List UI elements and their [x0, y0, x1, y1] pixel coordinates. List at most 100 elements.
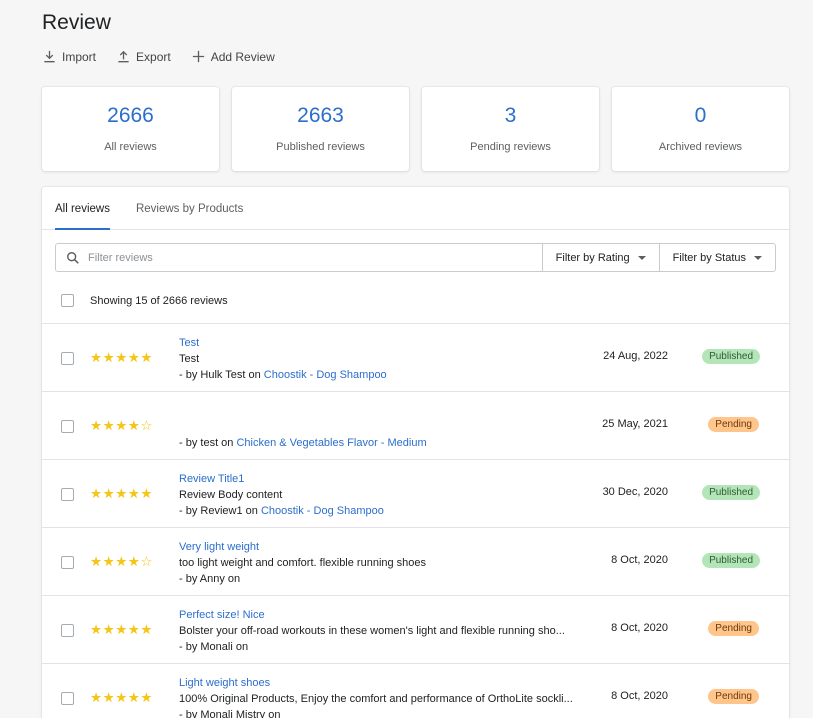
product-link[interactable]: Choostik - Dog Shampoo: [260, 505, 384, 517]
review-row[interactable]: ★★★★★ Test Test - by Hulk Test on Choost…: [42, 323, 789, 391]
stat-published-reviews[interactable]: 2663 Published reviews: [232, 87, 409, 171]
list-header: Showing 15 of 2666 reviews: [61, 294, 228, 307]
select-all-checkbox[interactable]: [61, 294, 74, 307]
star-rating: ★★★★☆: [90, 418, 154, 433]
status-badge: Published: [702, 349, 760, 364]
review-content: Light weight shoes 100% Original Product…: [179, 675, 579, 718]
status-badge: Pending: [708, 689, 759, 704]
filter-by-rating-button[interactable]: Filter by Rating: [541, 244, 659, 271]
status-badge: Published: [702, 553, 760, 568]
add-review-button[interactable]: Add Review: [191, 49, 275, 64]
review-meta: - by Monali Mistry on: [179, 707, 579, 718]
review-body: Review Body content: [179, 489, 283, 501]
row-checkbox[interactable]: [61, 420, 74, 433]
review-date: 30 Dec, 2020: [602, 486, 668, 498]
review-date: 8 Oct, 2020: [611, 554, 668, 566]
review-title-link[interactable]: Test: [179, 337, 200, 349]
review-content: Review Title1 Review Body content - by R…: [179, 471, 579, 519]
star-rating: ★★★★★: [90, 486, 154, 501]
stat-archived-reviews[interactable]: 0 Archived reviews: [612, 87, 789, 171]
review-meta: - by Review1 on Choostik - Dog Shampoo: [179, 503, 579, 519]
reviews-card: All reviews Reviews by Products Filter b…: [42, 187, 789, 718]
row-checkbox[interactable]: [61, 624, 74, 637]
stat-pending-reviews[interactable]: 3 Pending reviews: [422, 87, 599, 171]
stat-all-reviews[interactable]: 2666 All reviews: [42, 87, 219, 171]
review-author: - by Hulk Test on: [179, 369, 264, 381]
star-rating: ★★★★☆: [90, 554, 154, 569]
review-content: Perfect size! Nice Bolster your off-road…: [179, 607, 579, 655]
showing-count: Showing 15 of 2666 reviews: [90, 294, 228, 307]
review-date: 8 Oct, 2020: [611, 622, 668, 634]
review-body: 100% Original Products, Enjoy the comfor…: [179, 693, 573, 705]
star-rating: ★★★★★: [90, 690, 154, 705]
review-title-link[interactable]: Perfect size! Nice: [179, 609, 265, 621]
tabs: All reviews Reviews by Products: [42, 187, 789, 230]
product-link[interactable]: Choostik - Dog Shampoo: [263, 369, 387, 381]
row-checkbox[interactable]: [61, 556, 74, 569]
review-content: Test Test - by Hulk Test on Choostik - D…: [179, 335, 579, 383]
review-body: Bolster your off-road workouts in these …: [179, 625, 565, 637]
stats-row: 2666 All reviews 2663 Published reviews …: [42, 87, 789, 171]
review-date: 25 May, 2021: [602, 418, 668, 430]
review-meta: - by Anny on: [179, 571, 579, 587]
stat-label: Archived reviews: [658, 141, 743, 153]
status-badge: Published: [702, 485, 760, 500]
search-icon: [67, 251, 79, 264]
review-author: - by Anny on: [179, 573, 241, 585]
review-row[interactable]: ★★★★★ Perfect size! Nice Bolster your of…: [42, 595, 789, 663]
review-author: - by Monali on: [179, 641, 249, 653]
review-row[interactable]: ★★★★☆ - by test on Chicken & Vegetables …: [42, 391, 789, 459]
export-button[interactable]: Export: [116, 49, 171, 64]
status-badge: Pending: [708, 417, 759, 432]
row-checkbox[interactable]: [61, 692, 74, 705]
product-link[interactable]: Chicken & Vegetables Flavor - Medium: [236, 437, 427, 449]
stat-value: 3: [504, 104, 517, 127]
stat-value: 0: [694, 104, 707, 127]
export-label: Export: [136, 49, 171, 64]
review-title-link[interactable]: Very light weight: [179, 541, 260, 553]
status-badge: Pending: [708, 621, 759, 636]
review-row[interactable]: ★★★★★ Review Title1 Review Body content …: [42, 459, 789, 527]
review-author: - by Review1 on: [179, 505, 261, 517]
review-list: ★★★★★ Test Test - by Hulk Test on Choost…: [42, 323, 789, 718]
review-meta: - by Hulk Test on Choostik - Dog Shampoo: [179, 367, 579, 383]
stat-label: Published reviews: [276, 141, 365, 153]
page-actions: Import Export Add Review: [42, 49, 275, 64]
stat-value: 2663: [297, 104, 344, 127]
page-title: Review: [42, 11, 111, 34]
star-rating: ★★★★★: [90, 350, 154, 365]
filter-bar: Filter by Rating Filter by Status: [55, 243, 776, 272]
add-review-label: Add Review: [210, 49, 275, 64]
review-content: - by test on Chicken & Vegetables Flavor…: [179, 403, 579, 451]
review-body: too light weight and comfort. flexible r…: [179, 557, 427, 569]
review-meta: - by Monali on: [179, 639, 579, 655]
stat-value: 2666: [107, 104, 154, 127]
review-date: 24 Aug, 2022: [603, 350, 668, 362]
import-label: Import: [62, 49, 97, 64]
review-title-link[interactable]: [179, 403, 579, 419]
filter-by-status-button[interactable]: Filter by Status: [658, 244, 775, 271]
import-button[interactable]: Import: [42, 49, 96, 64]
review-author: - by Monali Mistry on: [179, 709, 281, 718]
review-date: 8 Oct, 2020: [611, 690, 668, 702]
review-row[interactable]: ★★★★★ Light weight shoes 100% Original P…: [42, 663, 789, 718]
filter-by-rating-label: Filter by Rating: [555, 251, 630, 264]
row-checkbox[interactable]: [61, 352, 74, 365]
export-icon: [118, 50, 129, 63]
tab-reviews-by-products[interactable]: Reviews by Products: [135, 203, 244, 215]
row-checkbox[interactable]: [61, 488, 74, 501]
tab-all-reviews[interactable]: All reviews: [55, 187, 110, 230]
review-body: Test: [179, 353, 200, 365]
review-title-link[interactable]: Light weight shoes: [179, 677, 271, 689]
review-body: [179, 419, 579, 435]
import-icon: [44, 50, 55, 63]
review-title-link[interactable]: Review Title1: [179, 473, 245, 485]
caret-down-icon: [637, 255, 646, 260]
plus-icon: [192, 50, 204, 63]
review-row[interactable]: ★★★★☆ Very light weight too light weight…: [42, 527, 789, 595]
filter-by-status-label: Filter by Status: [672, 251, 746, 264]
review-meta: - by test on Chicken & Vegetables Flavor…: [179, 435, 579, 451]
filter-reviews-input[interactable]: [88, 251, 488, 264]
caret-down-icon: [754, 255, 762, 260]
search-box: [56, 244, 542, 271]
